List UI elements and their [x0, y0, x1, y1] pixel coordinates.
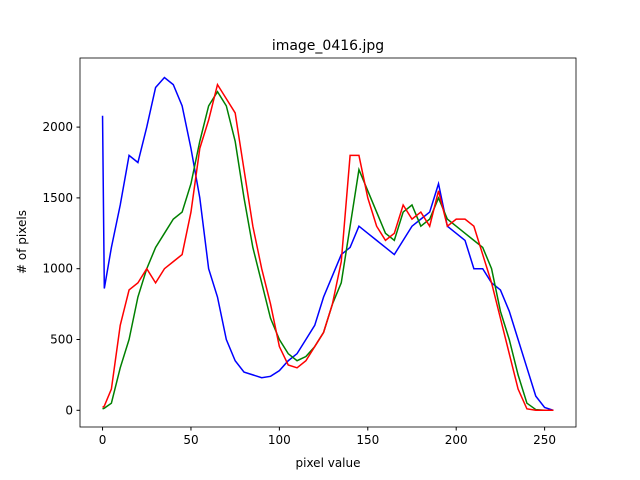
y-tick-label: 1500	[42, 191, 73, 205]
x-axis-label: pixel value	[296, 456, 361, 470]
y-tick-label: 500	[50, 332, 73, 346]
x-tick-label: 100	[268, 433, 291, 447]
x-tick-label: 250	[533, 433, 556, 447]
y-tick-label: 1000	[42, 262, 73, 276]
x-tick-label: 150	[356, 433, 379, 447]
y-axis-label: # of pixels	[15, 210, 29, 274]
series-line	[102, 82, 554, 412]
x-tick-label: 50	[183, 433, 198, 447]
series-line	[102, 90, 554, 412]
plot-frame	[79, 57, 577, 428]
x-tick-label: 0	[99, 433, 107, 447]
series-line	[101, 76, 554, 412]
x-tick-label: 200	[445, 433, 468, 447]
y-tick-label: 2000	[42, 120, 73, 134]
chart-title: image_0416.jpg	[272, 38, 384, 54]
y-tick-label: 0	[65, 403, 73, 417]
